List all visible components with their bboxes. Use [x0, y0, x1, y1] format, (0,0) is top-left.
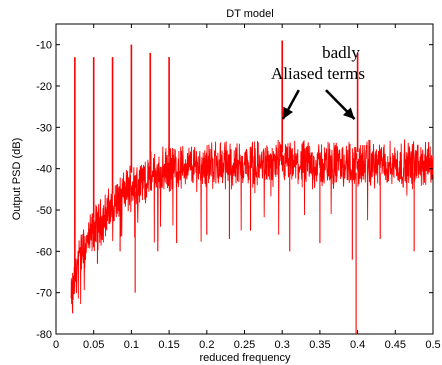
- annotation-line-1: badly: [322, 43, 360, 62]
- y-tick-label: -60: [36, 246, 52, 258]
- y-tick-label: -80: [36, 329, 52, 341]
- annotation-arrows: [281, 89, 356, 120]
- y-axis-label: Output PSD (dB): [11, 138, 23, 221]
- y-tick-label: -50: [36, 205, 52, 217]
- x-tick-label: 0.4: [350, 339, 365, 351]
- y-tick-label: -40: [36, 164, 52, 176]
- y-tick-label: -30: [36, 122, 52, 134]
- x-tick-label: 0.25: [234, 339, 255, 351]
- y-tick-label: -20: [36, 81, 52, 93]
- x-tick-label: 0.2: [199, 339, 214, 351]
- x-tick-label: 0: [53, 339, 59, 351]
- x-tick-label: 0.05: [83, 339, 104, 351]
- annotation-line-2: Aliased terms: [271, 64, 365, 83]
- x-tick-label: 0.15: [158, 339, 179, 351]
- x-tick-label: 0.45: [385, 339, 406, 351]
- x-axis-label: reduced frequency: [199, 352, 291, 364]
- x-tick-label: 0.1: [124, 339, 139, 351]
- y-axis-ticks: -80 -70 -60 -50 -40 -30 -20 -10: [36, 40, 433, 341]
- annotation-arrowhead: [342, 107, 355, 120]
- noise-floor: [70, 139, 434, 309]
- x-tick-label: 0.5: [425, 339, 440, 351]
- x-tick-label: 0.35: [309, 339, 330, 351]
- annotation-arrowhead: [282, 106, 294, 120]
- y-tick-label: -70: [36, 288, 52, 300]
- x-tick-label: 0.3: [275, 339, 290, 351]
- x-axis-ticks: 0 0.05 0.1 0.15 0.2 0.25 0.3 0.35 0.4 0.45 0.5: [53, 24, 441, 351]
- psd-trace: [70, 139, 434, 309]
- y-tick-label: -10: [36, 40, 52, 52]
- chart-title: DT model: [226, 8, 273, 20]
- spur-lines: [72, 40, 415, 334]
